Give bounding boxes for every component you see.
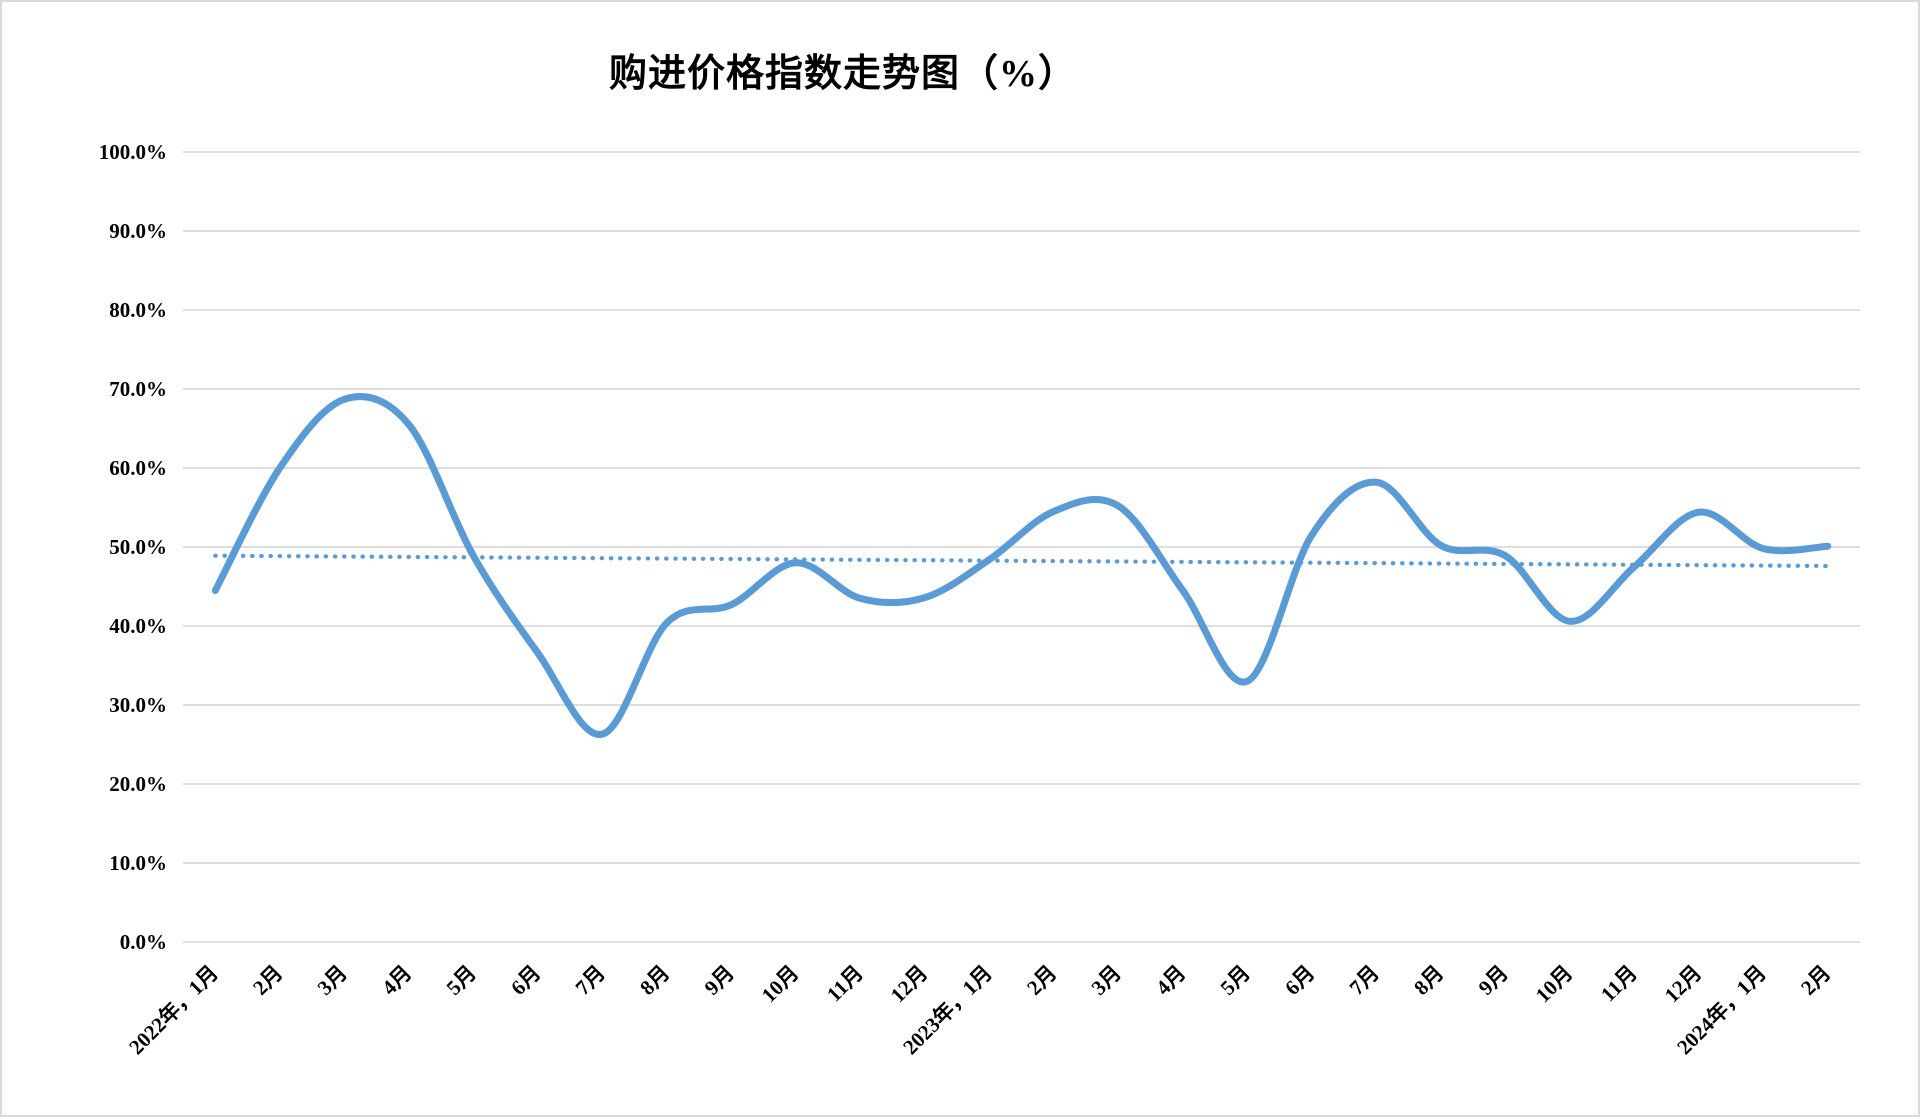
- x-axis-tick-label: 9月: [700, 961, 739, 1000]
- x-axis-tick-label: 5月: [1216, 961, 1255, 1000]
- x-axis-tick-label: 8月: [1409, 961, 1448, 1000]
- chart-title: 购进价格指数走势图（%）: [608, 53, 1077, 95]
- x-axis-tick-label: 7月: [1345, 961, 1384, 1000]
- x-axis-tick-label: 5月: [442, 961, 481, 1000]
- x-axis-tick-label: 2月: [1796, 961, 1835, 1000]
- y-axis-tick-label: 60.0%: [109, 456, 167, 480]
- x-axis-tick-label: 4月: [377, 961, 416, 1000]
- y-axis-tick-label: 40.0%: [109, 614, 167, 638]
- x-axis-tick-label: 6月: [1280, 961, 1319, 1000]
- x-axis-tick-label: 11月: [822, 961, 868, 1007]
- x-axis-tick-label: 12月: [1660, 961, 1707, 1008]
- x-axis-tick-label: 2月: [1022, 961, 1061, 1000]
- series-line: [211, 393, 1832, 738]
- x-axis-tick-label: 3月: [313, 961, 352, 1000]
- x-axis-tick-label: 6月: [506, 961, 545, 1000]
- y-axis-tick-label: 100.0%: [99, 140, 167, 164]
- y-axis-tick-label: 90.0%: [109, 219, 167, 243]
- x-axis-tick-label: 11月: [1596, 961, 1642, 1007]
- x-axis-tick-label: 8月: [635, 961, 674, 1000]
- x-axis-tick-label: 3月: [1087, 961, 1126, 1000]
- trendline-dotted: [213, 553, 1830, 569]
- x-axis-tick-label: 7月: [571, 961, 610, 1000]
- y-axis-tick-label: 30.0%: [109, 693, 167, 717]
- x-axis-tick-label: 10月: [757, 961, 804, 1008]
- y-axis-tick-label: 70.0%: [109, 377, 167, 401]
- x-axis-tick-label: 12月: [886, 961, 933, 1008]
- y-axis-tick-label: 50.0%: [109, 535, 167, 559]
- x-axis-tick-label: 10月: [1531, 961, 1578, 1008]
- y-axis-tick-label: 10.0%: [109, 851, 167, 875]
- x-axis-tick-label: 9月: [1474, 961, 1513, 1000]
- x-axis-tick-label: 2月: [248, 961, 287, 1000]
- x-axis-tick-label: 2022年，1月: [124, 961, 223, 1060]
- y-axis-tick-label: 0.0%: [120, 930, 167, 954]
- y-axis-tick-label: 20.0%: [109, 772, 167, 796]
- x-axis-tick-label: 4月: [1151, 961, 1190, 1000]
- y-axis-tick-label: 80.0%: [109, 298, 167, 322]
